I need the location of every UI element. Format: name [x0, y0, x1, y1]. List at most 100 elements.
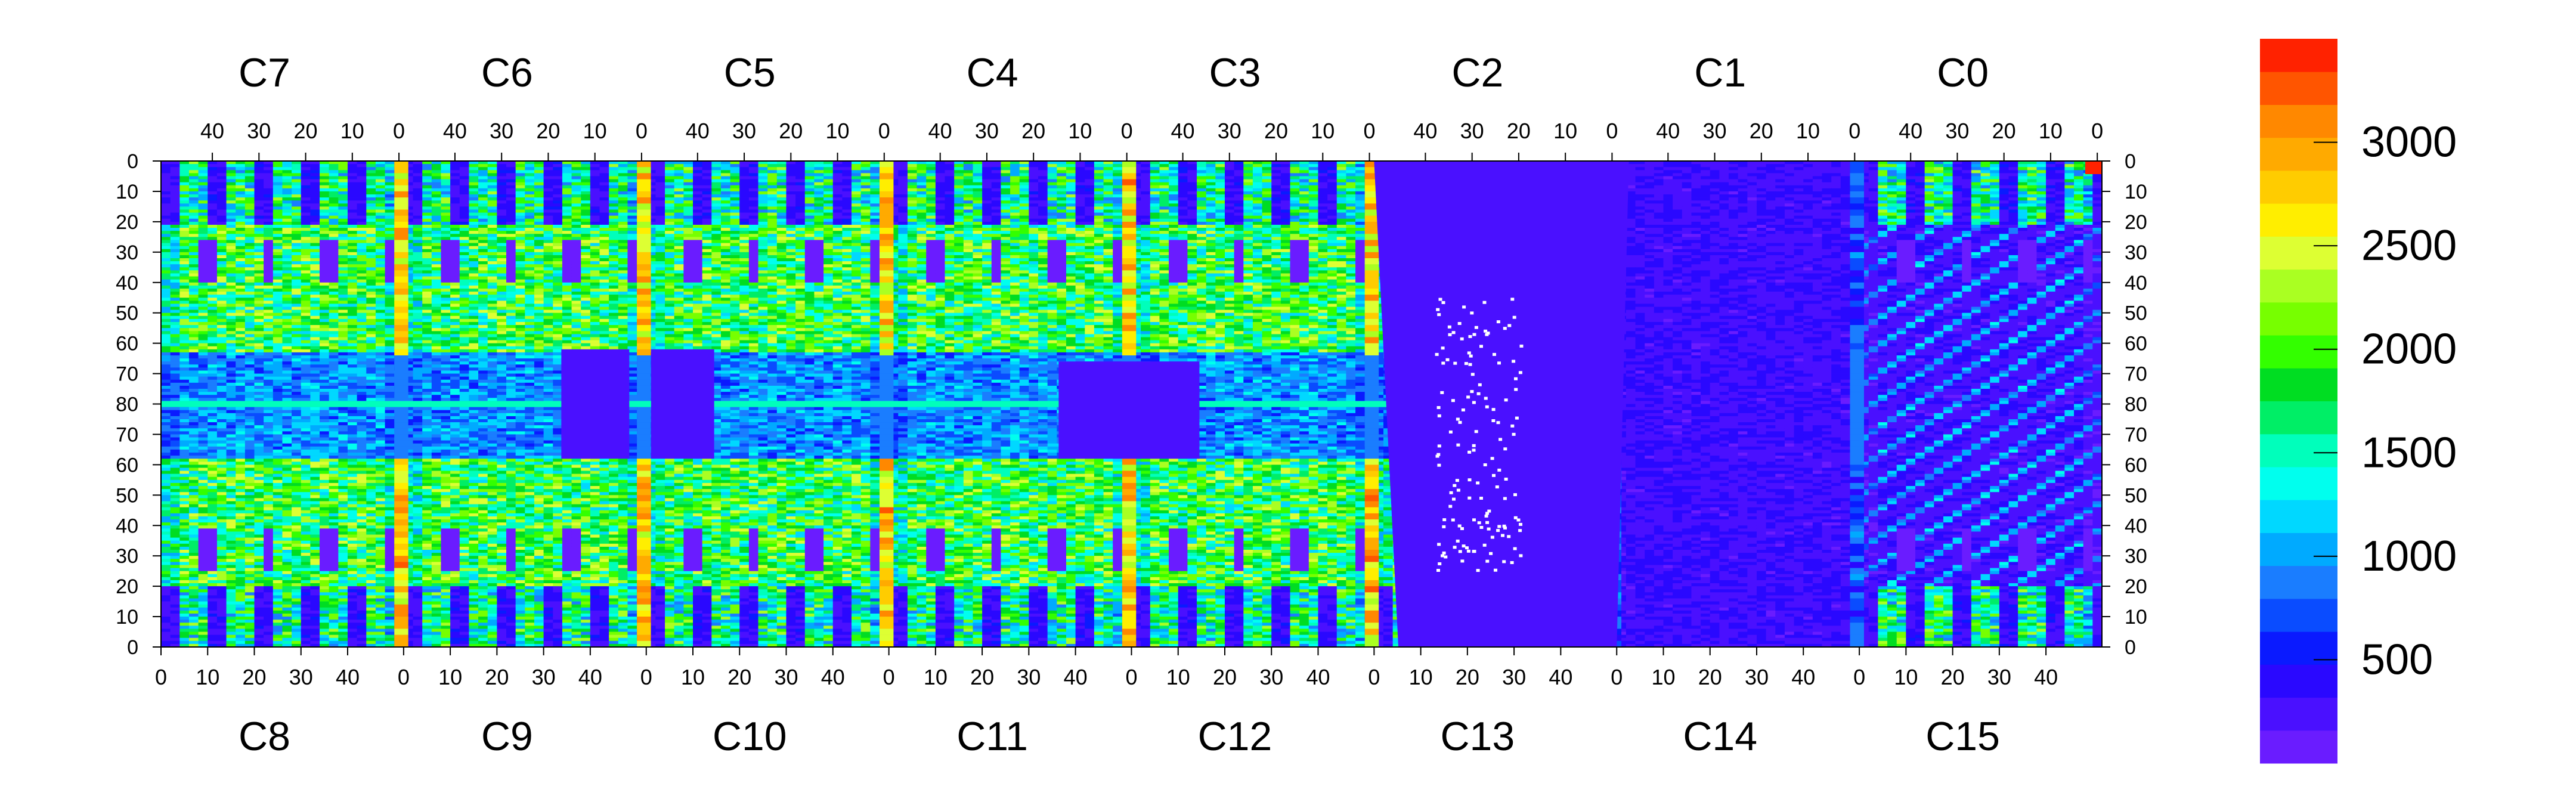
heatmap-cell [385, 373, 395, 377]
heatmap-cell [357, 358, 367, 362]
heatmap-cell [366, 631, 376, 635]
heatmap-cell [170, 540, 180, 544]
heatmap-cell [226, 501, 236, 504]
heatmap-cell [208, 295, 218, 298]
heatmap-cell [273, 425, 283, 429]
heatmap-cell [273, 543, 283, 547]
heatmap-cell [347, 586, 357, 590]
heatmap-cell [329, 528, 339, 532]
heatmap-cell [198, 470, 208, 474]
heatmap-cell [170, 321, 180, 326]
heatmap-cell [226, 364, 236, 368]
heatmap-cell [161, 306, 171, 310]
heatmap-cell [385, 206, 395, 210]
heatmap-cell [609, 182, 619, 186]
heatmap-cell [347, 167, 357, 171]
heatmap-cell [431, 255, 441, 259]
heatmap-cell [226, 288, 236, 292]
heatmap-cell [385, 522, 395, 526]
heatmap-cell [375, 525, 385, 529]
heatmap-cell [357, 224, 367, 228]
heatmap-cell [385, 295, 395, 298]
heatmap-cell [254, 589, 264, 593]
heatmap-cell [198, 295, 208, 298]
heatmap-cell [292, 285, 302, 289]
heatmap-cell [282, 206, 292, 210]
heatmap-cell [198, 407, 208, 410]
heatmap-cell [226, 228, 236, 231]
heatmap-cell [254, 367, 264, 371]
heatmap-cell [216, 221, 227, 225]
heatmap-cell [244, 519, 255, 523]
heatmap-cell [320, 270, 329, 274]
heatmap-cell [282, 273, 292, 277]
heatmap-cell [273, 343, 283, 347]
heatmap-cell [375, 534, 385, 538]
heatmap-cell [385, 462, 395, 465]
heatmap-cell [301, 337, 311, 340]
heatmap-cell [609, 185, 619, 189]
heatmap-cell [244, 243, 255, 246]
heatmap-cell [310, 631, 320, 635]
heatmap-cell [497, 240, 507, 243]
heatmap-cell [375, 628, 385, 632]
heatmap-cell [216, 534, 227, 538]
heatmap-cell [310, 562, 320, 565]
heatmap-cell [525, 173, 535, 177]
heatmap-cell [375, 209, 385, 213]
heatmap-cell [543, 182, 553, 186]
heatmap-cell [188, 267, 199, 271]
heatmap-cell [244, 364, 255, 368]
heatmap-cell [543, 173, 553, 177]
heatmap-cell [320, 182, 329, 186]
heatmap-cell [188, 556, 199, 559]
heatmap-cell [292, 462, 302, 465]
heatmap-cell [170, 188, 180, 192]
heatmap-cell [244, 440, 255, 444]
heatmap-cell [487, 231, 497, 234]
heatmap-cell [413, 191, 423, 195]
heatmap-cell [226, 540, 236, 544]
heatmap-cell [301, 203, 311, 207]
heatmap-cell [170, 182, 180, 186]
heatmap-cell [320, 179, 329, 182]
heatmap-cell [198, 343, 208, 347]
heatmap-cell [188, 231, 199, 234]
heatmap-cell [161, 637, 171, 642]
heatmap-cell [198, 304, 208, 307]
heatmap-cell [273, 161, 283, 165]
heatmap-cell [236, 540, 246, 544]
heatmap-cell [301, 306, 311, 310]
heatmap-cell [310, 318, 320, 323]
heatmap-cell [244, 304, 255, 307]
heatmap-cell [329, 203, 339, 207]
heatmap-cell [161, 456, 171, 459]
heatmap-cell [273, 553, 283, 556]
heatmap-cell [264, 456, 274, 459]
heatmap-cell [273, 364, 283, 368]
heatmap-cell [609, 173, 619, 177]
heatmap-cell [244, 392, 255, 395]
heatmap-cell [366, 364, 376, 368]
heatmap-cell [216, 292, 227, 295]
heatmap-cell [292, 568, 302, 571]
heatmap-cell [216, 543, 227, 547]
heatmap-cell [273, 261, 283, 265]
heatmap-cell [273, 315, 283, 320]
heatmap-cell [599, 164, 609, 168]
heatmap-cell [459, 231, 469, 234]
heatmap-cell [282, 315, 292, 320]
heatmap-cell [310, 164, 320, 168]
heatmap-cell [161, 628, 171, 632]
heatmap-cell [553, 252, 563, 256]
heatmap-cell [179, 191, 190, 195]
heatmap-cell [553, 221, 563, 225]
heatmap-cell [188, 416, 199, 420]
heatmap-cell [329, 358, 339, 362]
heatmap-cell [244, 486, 255, 490]
heatmap-cell [170, 161, 180, 165]
heatmap-cell [320, 577, 329, 581]
heatmap-cell [338, 546, 348, 550]
heatmap-cell [310, 413, 320, 417]
heatmap-cell [497, 212, 507, 216]
